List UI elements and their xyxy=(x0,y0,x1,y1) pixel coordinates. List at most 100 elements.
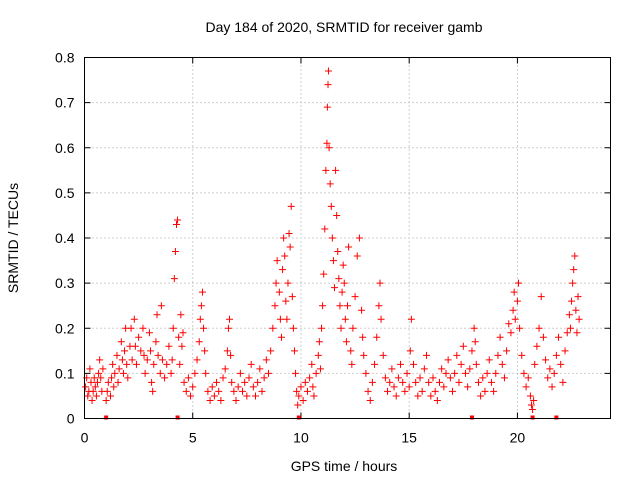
data-point xyxy=(281,252,289,260)
data-point xyxy=(228,378,236,386)
data-point xyxy=(111,369,119,377)
data-point xyxy=(258,387,266,395)
data-point xyxy=(568,297,576,305)
data-point xyxy=(563,329,571,337)
data-point xyxy=(471,338,479,346)
data-point xyxy=(156,369,164,377)
data-point xyxy=(184,374,192,382)
data-point xyxy=(326,180,334,188)
gap-marker xyxy=(175,415,180,420)
data-point xyxy=(267,347,275,355)
data-point xyxy=(165,342,173,350)
data-point xyxy=(97,374,105,382)
data-point xyxy=(487,378,495,386)
data-point xyxy=(195,338,203,346)
data-point xyxy=(82,383,90,391)
data-point xyxy=(574,293,582,301)
y-tick-label: 0.5 xyxy=(55,185,75,201)
data-point xyxy=(213,378,221,386)
data-point xyxy=(461,369,469,377)
data-point xyxy=(293,387,301,395)
gap-marker xyxy=(104,415,109,420)
data-point xyxy=(273,257,281,265)
data-point xyxy=(324,81,332,89)
data-point xyxy=(459,342,467,350)
chart-title: Day 184 of 2020, SRMTID for receiver gam… xyxy=(205,19,482,35)
data-point xyxy=(252,392,260,400)
data-point xyxy=(565,311,573,319)
data-point xyxy=(141,369,149,377)
data-point xyxy=(297,383,305,391)
data-point xyxy=(283,315,291,323)
data-point xyxy=(559,378,567,386)
data-point xyxy=(189,383,197,391)
data-point xyxy=(277,333,285,341)
data-point xyxy=(333,211,341,219)
data-point xyxy=(542,356,550,364)
data-point xyxy=(344,302,351,310)
data-point xyxy=(492,369,500,377)
data-point xyxy=(526,392,534,400)
data-point xyxy=(176,360,184,368)
data-point xyxy=(466,365,474,373)
data-point xyxy=(132,360,140,368)
y-tick-label: 0.7 xyxy=(55,95,75,111)
data-point xyxy=(172,220,180,228)
data-point xyxy=(249,383,257,391)
data-point xyxy=(331,284,339,292)
data-point xyxy=(123,360,131,368)
data-point xyxy=(351,293,359,301)
data-point xyxy=(148,378,156,386)
data-point xyxy=(373,333,381,341)
data-point xyxy=(485,356,493,364)
data-point xyxy=(147,347,155,355)
data-point xyxy=(362,369,370,377)
gap-marker xyxy=(296,415,301,420)
data-point xyxy=(295,392,303,400)
data-point xyxy=(95,369,103,377)
data-point xyxy=(347,347,355,355)
data-point xyxy=(86,365,94,373)
data-point xyxy=(457,360,465,368)
data-point xyxy=(384,387,392,395)
data-point xyxy=(288,293,296,301)
data-point xyxy=(106,392,114,400)
data-point xyxy=(524,374,532,382)
y-tick-label: 0.3 xyxy=(55,275,75,291)
data-point xyxy=(418,387,426,395)
gap-marker xyxy=(554,415,559,420)
data-point xyxy=(87,378,95,386)
data-point xyxy=(168,356,176,364)
x-tick-label: 10 xyxy=(293,430,309,446)
data-point xyxy=(390,383,398,391)
data-point xyxy=(96,356,104,364)
data-point xyxy=(227,351,235,359)
data-point xyxy=(348,360,356,368)
y-tick-label: 0 xyxy=(67,411,75,427)
data-point xyxy=(550,369,558,377)
data-point xyxy=(379,351,387,359)
data-point xyxy=(323,103,331,111)
data-point xyxy=(174,216,182,224)
data-point xyxy=(109,360,117,368)
data-point xyxy=(381,374,389,382)
data-point xyxy=(187,392,195,400)
data-point xyxy=(175,333,183,341)
data-point xyxy=(468,347,476,355)
data-point xyxy=(566,324,574,332)
data-point xyxy=(130,315,138,323)
data-point xyxy=(322,166,330,174)
data-point xyxy=(329,257,337,265)
data-point xyxy=(324,67,332,75)
data-point xyxy=(339,261,347,269)
data-point xyxy=(412,378,420,386)
data-point xyxy=(321,225,329,233)
data-point xyxy=(303,387,311,395)
data-point xyxy=(219,374,227,382)
data-point xyxy=(84,392,92,400)
data-point xyxy=(104,378,112,386)
data-point xyxy=(481,387,489,395)
data-point xyxy=(280,234,288,242)
data-point xyxy=(569,279,577,287)
data-point xyxy=(496,333,504,341)
